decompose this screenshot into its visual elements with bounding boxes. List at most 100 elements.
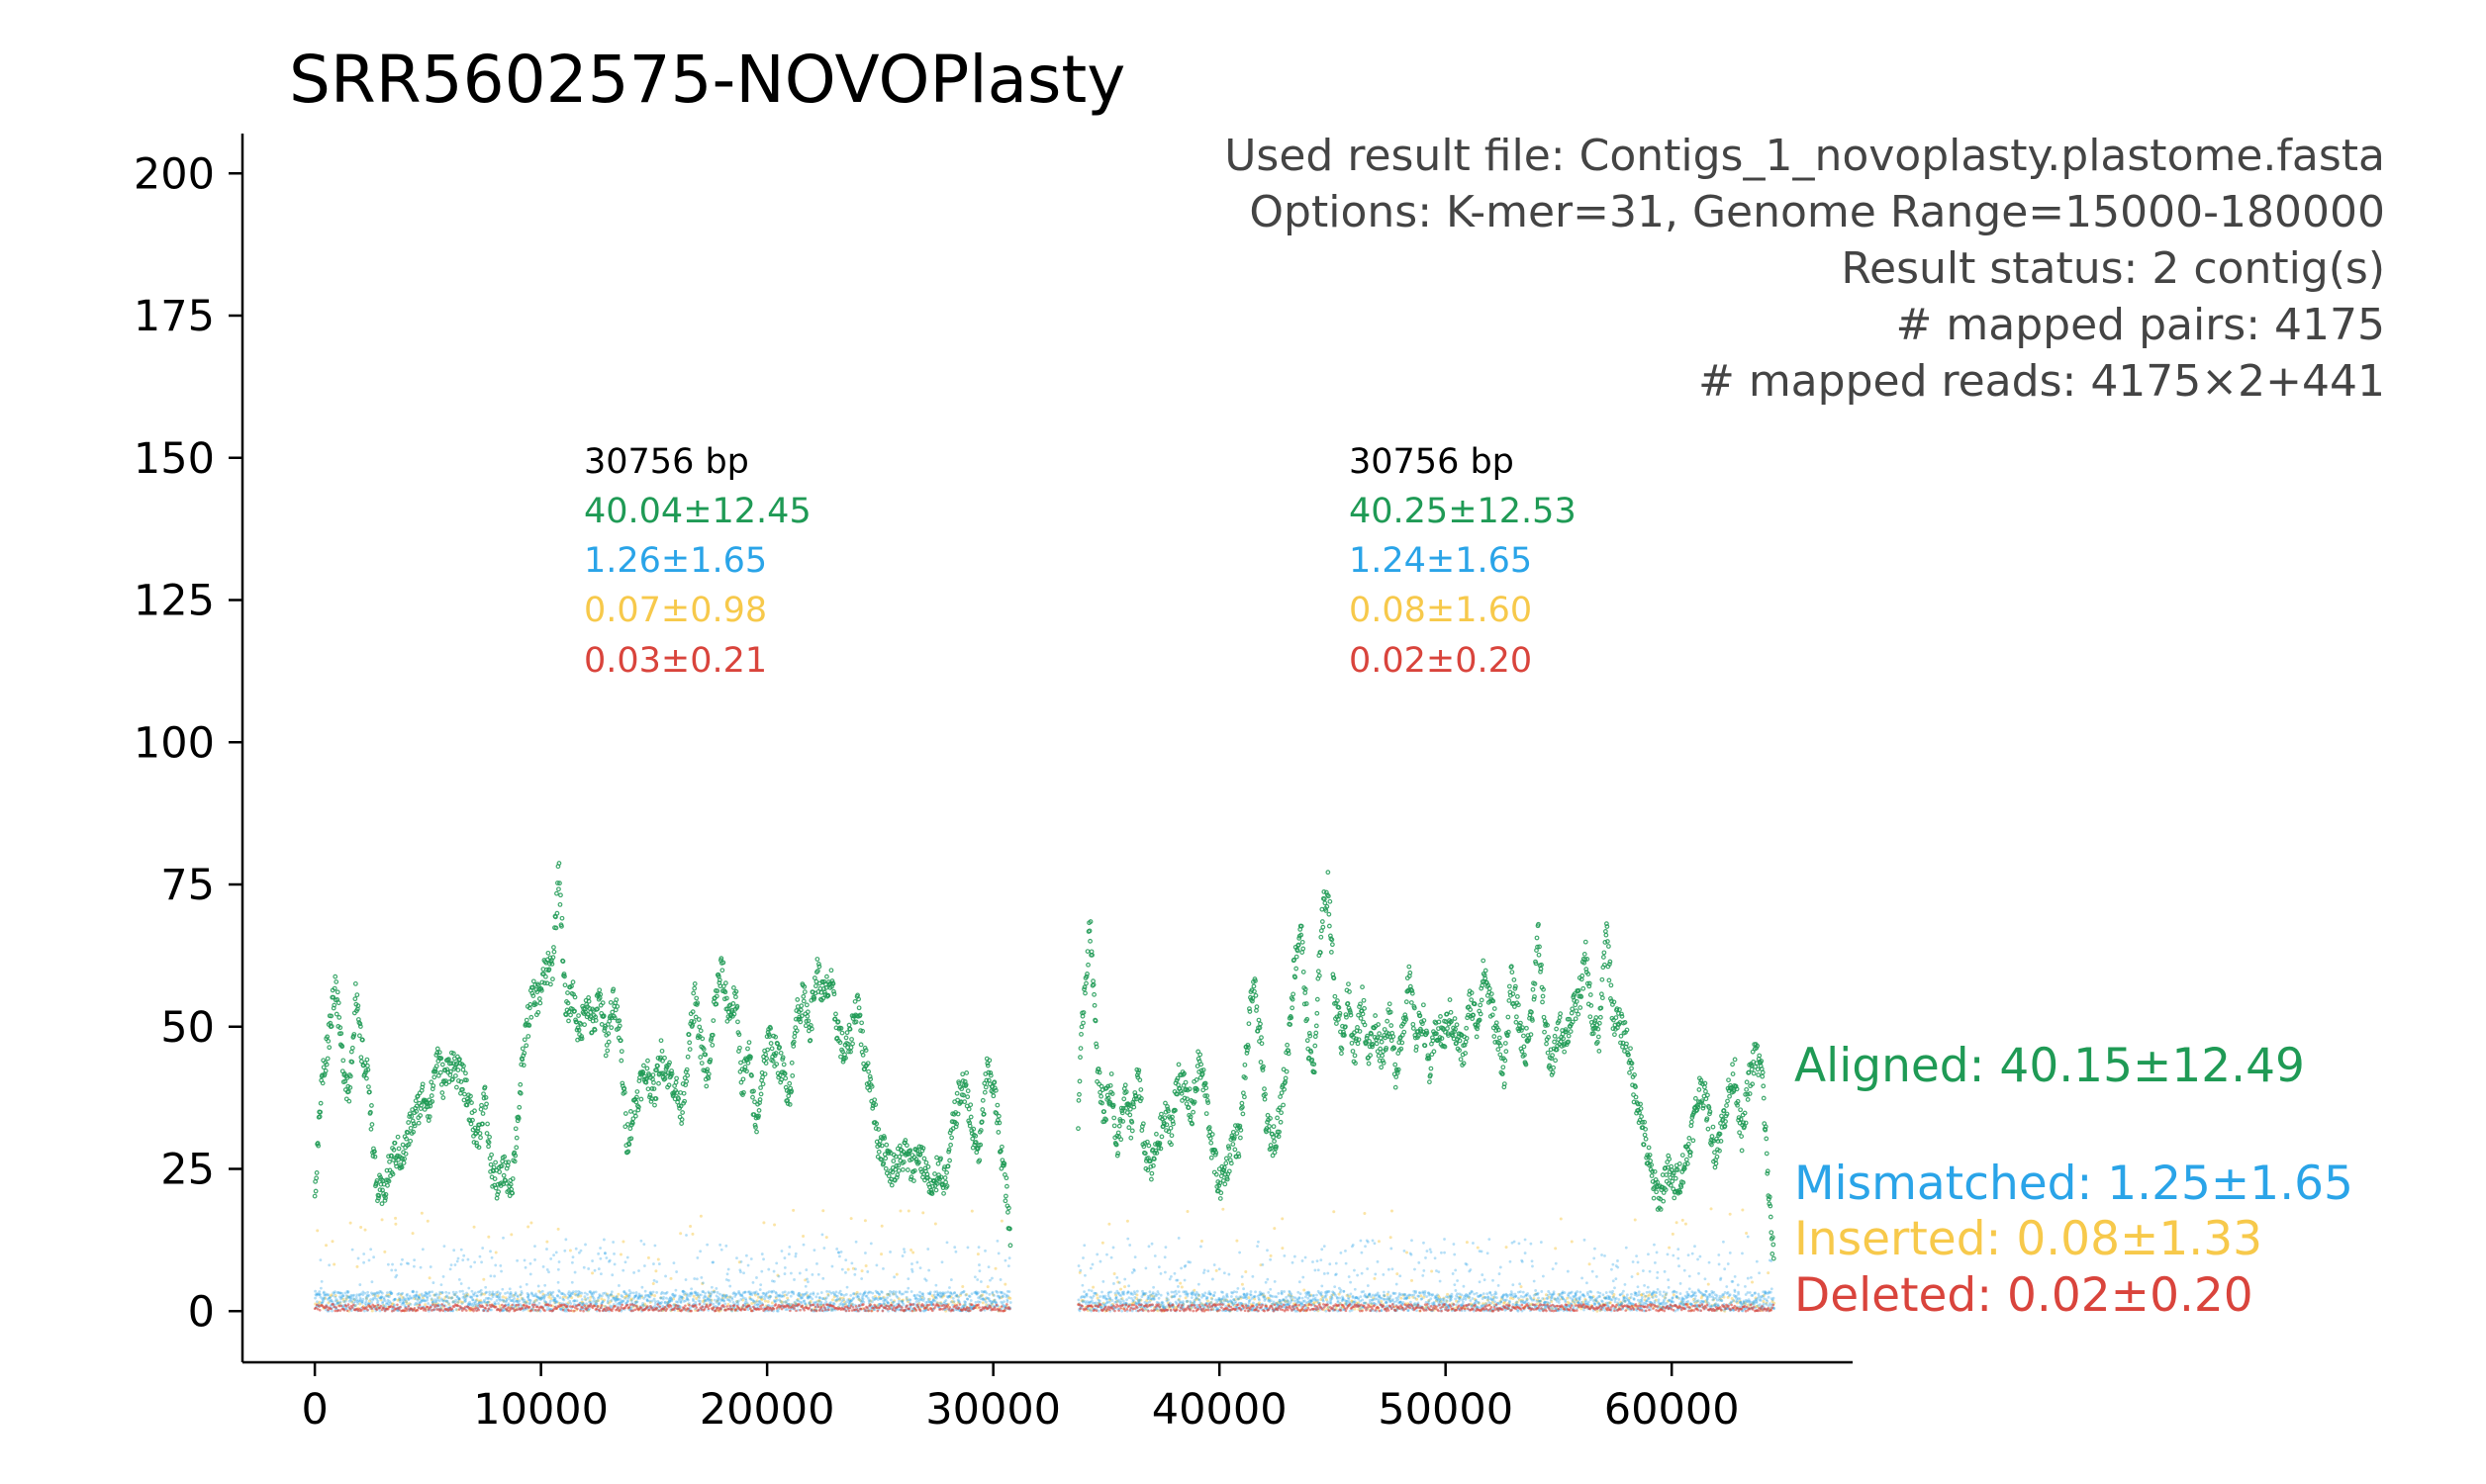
mismatched-point: [581, 1301, 585, 1305]
mismatched-point: [569, 1291, 573, 1295]
inserted-point: [1214, 1268, 1218, 1272]
mismatched-point: [835, 1294, 839, 1298]
mismatched-point: [523, 1258, 526, 1262]
mismatched-point: [784, 1308, 788, 1312]
deleted-point: [977, 1303, 980, 1307]
mismatched-point: [678, 1296, 682, 1300]
deleted-point: [561, 1308, 565, 1312]
mismatched-point: [549, 1257, 553, 1260]
mismatched-point: [673, 1293, 677, 1297]
inserted-point: [1389, 1209, 1393, 1213]
mismatched-point: [710, 1293, 714, 1296]
mismatched-point: [716, 1298, 719, 1302]
deleted-point: [442, 1304, 446, 1308]
inserted-point: [512, 1293, 516, 1297]
mismatched-point: [466, 1302, 470, 1306]
inserted-point: [394, 1216, 398, 1220]
mismatched-point: [651, 1290, 655, 1294]
mismatched-point: [599, 1247, 602, 1250]
mismatched-point: [949, 1278, 953, 1281]
mismatched-point: [468, 1295, 472, 1299]
mismatched-point: [508, 1295, 512, 1299]
mismatched-point: [793, 1300, 797, 1304]
mismatched-point: [447, 1291, 451, 1295]
mismatched-point: [615, 1298, 619, 1302]
inserted-point: [1179, 1281, 1183, 1285]
mismatched-point: [808, 1295, 812, 1299]
mismatched-point: [338, 1291, 341, 1295]
mismatched-point: [570, 1292, 573, 1296]
inserted-point: [895, 1272, 899, 1276]
mismatched-point: [686, 1293, 690, 1297]
deleted-point: [904, 1308, 907, 1312]
mismatched-point: [433, 1300, 437, 1304]
mismatched-point: [978, 1269, 982, 1273]
mismatched-point: [427, 1302, 430, 1305]
mismatched-point: [526, 1295, 529, 1299]
mismatched-point: [670, 1297, 674, 1301]
inserted-point: [411, 1232, 415, 1236]
mismatched-point: [706, 1297, 710, 1300]
mismatched-point: [470, 1295, 474, 1299]
inserted-point: [932, 1296, 936, 1300]
mismatched-point: [944, 1299, 948, 1302]
mismatched-point: [586, 1296, 590, 1300]
mismatched-point: [817, 1296, 821, 1299]
mismatched-point: [561, 1297, 565, 1301]
mismatched-point: [731, 1292, 735, 1296]
mismatched-point: [388, 1300, 391, 1303]
mismatched-point: [558, 1296, 562, 1300]
mismatched-point: [608, 1259, 611, 1263]
inserted-point: [443, 1295, 447, 1299]
mismatched-point: [566, 1292, 570, 1296]
mismatched-point: [824, 1300, 828, 1304]
deleted-point: [810, 1309, 813, 1312]
deleted-point: [748, 1307, 752, 1311]
mismatched-point: [577, 1290, 581, 1293]
inserted-point: [887, 1292, 891, 1296]
mismatched-point: [516, 1300, 520, 1304]
deleted-point: [707, 1307, 711, 1310]
mismatched-point: [425, 1291, 429, 1295]
mismatched-point: [574, 1290, 578, 1293]
inserted-point: [453, 1293, 457, 1297]
mismatched-point: [449, 1263, 453, 1267]
mismatched-point: [798, 1271, 802, 1275]
mismatched-point: [704, 1298, 708, 1302]
mismatched-point: [493, 1292, 497, 1296]
inserted-point: [335, 1299, 339, 1303]
mismatched-point: [775, 1292, 778, 1295]
inserted-point: [958, 1293, 962, 1297]
mismatched-point: [820, 1233, 824, 1237]
mismatched-point: [575, 1299, 579, 1303]
inserted-point: [502, 1299, 506, 1303]
mismatched-point: [978, 1263, 981, 1266]
deleted-point: [911, 1303, 915, 1306]
mismatched-point: [918, 1295, 922, 1298]
inserted-point: [722, 1293, 726, 1297]
inserted-point: [659, 1296, 663, 1300]
mismatched-point: [610, 1293, 614, 1297]
mismatched-point: [728, 1295, 731, 1299]
inserted-point: [333, 1262, 336, 1266]
mismatched-point: [869, 1242, 873, 1246]
inserted-point: [796, 1297, 800, 1301]
mismatched-point: [674, 1288, 678, 1292]
mismatched-point: [751, 1298, 754, 1302]
mismatched-point: [410, 1296, 414, 1300]
mismatched-point: [686, 1297, 690, 1301]
inserted-point: [451, 1300, 455, 1304]
mismatched-point: [524, 1300, 527, 1304]
mismatched-point: [464, 1297, 468, 1301]
mismatched-point: [804, 1302, 808, 1306]
mismatched-point: [653, 1302, 657, 1306]
inserted-point: [901, 1298, 905, 1302]
mismatched-point: [335, 1302, 338, 1306]
deleted-point: [348, 1307, 352, 1311]
mismatched-point: [371, 1298, 375, 1302]
mismatched-point: [946, 1290, 950, 1294]
mismatched-point: [364, 1295, 368, 1299]
mismatched-point: [582, 1265, 586, 1269]
mismatched-point: [660, 1301, 664, 1304]
inserted-point: [597, 1299, 601, 1303]
